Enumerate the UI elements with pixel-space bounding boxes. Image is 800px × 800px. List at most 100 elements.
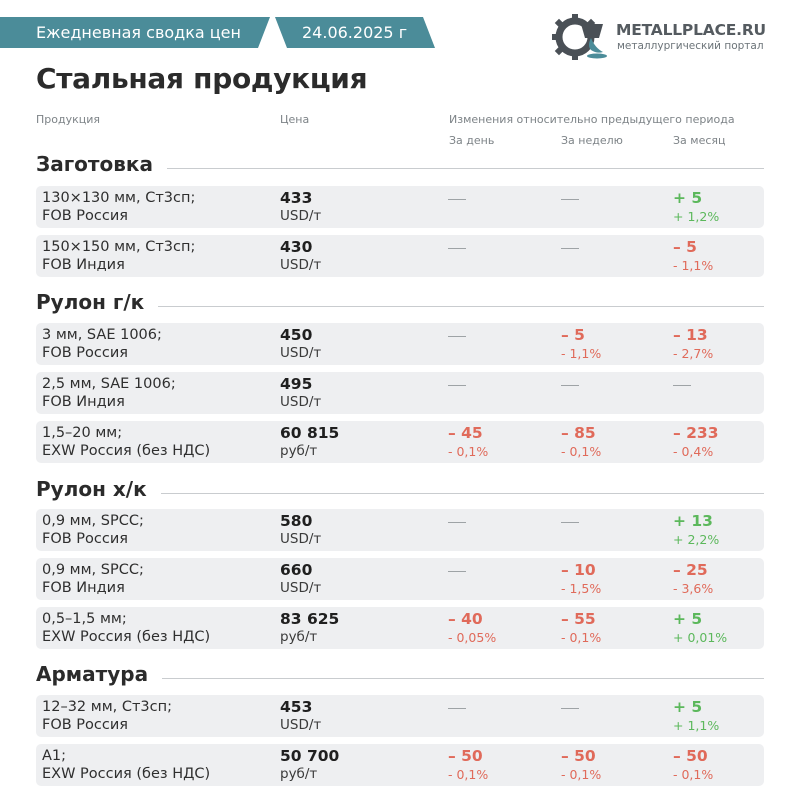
section-header: Рулон х/к [36, 477, 764, 507]
table-row: 130×130 мм, Ст3сп; FOB Россия 433 USD/т + 5 +… [36, 186, 764, 228]
page-title: Стальная продукция [36, 62, 368, 95]
product-spec: 12–32 мм, Ст3сп; [42, 699, 172, 715]
no-change-dash [448, 248, 466, 249]
change-percent: - 0,1% [561, 767, 602, 782]
no-change-dash [448, 522, 466, 523]
no-change-dash [448, 708, 466, 709]
change-day [448, 326, 558, 337]
change-percent: - 2,7% [673, 346, 714, 361]
product-name: 12–32 мм, Ст3сп; FOB Россия [42, 698, 172, 734]
change-value: – 50 [561, 747, 596, 765]
price-value: 433 [280, 189, 313, 207]
column-header-day: За день [449, 134, 495, 147]
change-value: – 85 [561, 424, 596, 442]
product-name: 150×150 мм, Ст3сп; FOB Индия [42, 238, 195, 274]
price-value: 453 [280, 698, 313, 716]
product-spec: A1; [42, 748, 67, 764]
change-value: – 50 [448, 747, 483, 765]
change-value: + 13 [673, 512, 713, 530]
price-unit: USD/т [280, 717, 322, 733]
price-value: 495 [280, 375, 313, 393]
no-change-dash [561, 199, 579, 200]
change-month: + 5 + 0,01% [673, 610, 783, 647]
price-unit: USD/т [280, 394, 322, 410]
change-percent: - 0,1% [448, 767, 489, 782]
section-divider [36, 168, 764, 169]
product-basis: FOB Индия [42, 394, 125, 410]
change-day: – 50 - 0,1% [448, 747, 558, 784]
price-unit: USD/т [280, 580, 322, 596]
column-header-product: Продукция [36, 113, 100, 126]
product-spec: 1,5–20 мм; [42, 425, 123, 441]
product-name: 0,5–1,5 мм; EXW Россия (без НДС) [42, 610, 210, 646]
product-spec: 130×130 мм, Ст3сп; [42, 190, 196, 206]
change-percent: - 3,6% [673, 581, 714, 596]
change-day: – 45 - 0,1% [448, 424, 558, 461]
price-unit: USD/т [280, 531, 322, 547]
change-week: – 10 - 1,5% [561, 561, 671, 598]
no-change-dash [448, 571, 466, 572]
change-value: – 45 [448, 424, 483, 442]
change-value: + 5 [673, 698, 703, 716]
product-basis: FOB Россия [42, 345, 129, 361]
gear-ladle-icon [552, 14, 607, 60]
table-row: 0,9 мм, SPCC; FOB Россия 580 USD/т + 13 + 2,2… [36, 509, 764, 551]
table-row: 1,5–20 мм; EXW Россия (без НДС) 60 815 руб/… [36, 421, 764, 463]
product-name: 0,9 мм, SPCC; FOB Индия [42, 561, 144, 597]
product-spec: 0,9 мм, SPCC; [42, 562, 144, 578]
price-unit: USD/т [280, 345, 322, 361]
section-header: Арматура [36, 662, 764, 692]
product-basis: FOB Индия [42, 257, 125, 273]
change-percent: + 1,1% [673, 718, 720, 733]
change-percent: - 0,05% [448, 630, 497, 645]
no-change-dash [561, 708, 579, 709]
column-header-month: За месяц [673, 134, 726, 147]
change-month: – 233 - 0,4% [673, 424, 783, 461]
section-header: Рулон г/к [36, 290, 764, 320]
change-percent: - 0,1% [448, 444, 489, 459]
product-spec: 0,9 мм, SPCC; [42, 513, 144, 529]
table-row: 2,5 мм, SAE 1006; FOB Индия 495 USD/т [36, 372, 764, 414]
change-percent: - 0,1% [561, 444, 602, 459]
product-name: 0,9 мм, SPCC; FOB Россия [42, 512, 144, 548]
section-title: Рулон х/к [36, 477, 161, 501]
column-header-changes: Изменения относительно предыдущего перио… [449, 113, 735, 126]
table-row: 0,9 мм, SPCC; FOB Индия 660 USD/т – 10 - 1,5%… [36, 558, 764, 600]
product-name: A1; EXW Россия (без НДС) [42, 747, 210, 783]
change-week [561, 698, 671, 709]
no-change-dash [561, 248, 579, 249]
change-percent: + 2,2% [673, 532, 720, 547]
product-spec: 2,5 мм, SAE 1006; [42, 376, 176, 392]
no-change-dash [448, 199, 466, 200]
product-spec: 150×150 мм, Ст3сп; [42, 239, 196, 255]
product-spec: 3 мм, SAE 1006; [42, 327, 162, 343]
product-name: 1,5–20 мм; EXW Россия (без НДС) [42, 424, 210, 460]
change-day [448, 375, 558, 386]
product-basis: EXW Россия (без НДС) [42, 629, 211, 645]
no-change-dash [673, 385, 691, 386]
price-value: 50 700 [280, 747, 340, 765]
summary-date: 24.06.2025 г [275, 17, 435, 48]
table-row: 150×150 мм, Ст3сп; FOB Индия 430 USD/т – 5 - … [36, 235, 764, 277]
change-day [448, 698, 558, 709]
change-percent: - 0,1% [673, 767, 714, 782]
change-percent: - 1,1% [673, 258, 714, 273]
change-week: – 50 - 0,1% [561, 747, 671, 784]
product-name: 2,5 мм, SAE 1006; FOB Индия [42, 375, 176, 411]
change-week [561, 189, 671, 200]
change-week [561, 238, 671, 249]
change-week: – 55 - 0,1% [561, 610, 671, 647]
change-month: + 5 + 1,1% [673, 698, 783, 735]
section-title: Арматура [36, 662, 163, 686]
product-basis: FOB Россия [42, 531, 129, 547]
change-month: – 50 - 0,1% [673, 747, 783, 784]
column-header-week: За неделю [561, 134, 623, 147]
change-percent: - 1,1% [561, 346, 602, 361]
change-month: + 13 + 2,2% [673, 512, 783, 549]
site-logo[interactable]: METALLPLACE.RU металлургический портал [551, 12, 771, 62]
section-divider [36, 678, 764, 679]
change-percent: - 0,4% [673, 444, 714, 459]
no-change-dash [561, 385, 579, 386]
change-percent: + 0,01% [673, 630, 728, 645]
product-basis: FOB Индия [42, 580, 125, 596]
